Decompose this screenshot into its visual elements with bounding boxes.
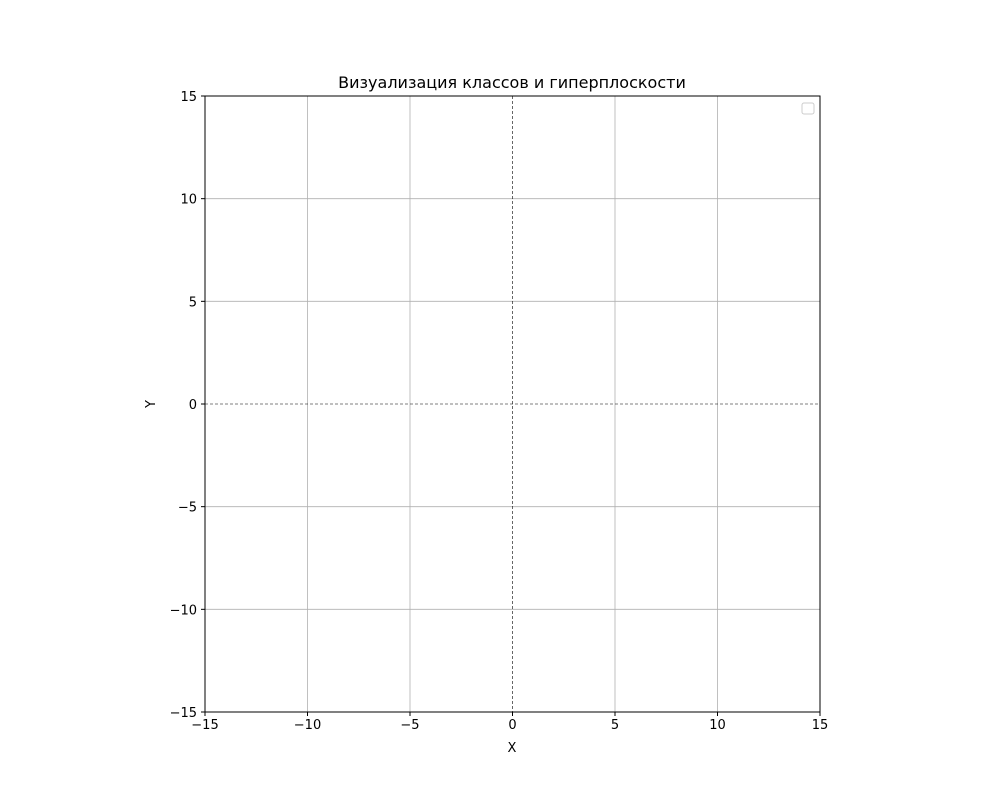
y-tick-label: −10 <box>170 603 197 618</box>
y-tick-label: 10 <box>180 193 197 208</box>
legend-box <box>801 102 815 115</box>
y-axis-label: Y <box>144 400 159 409</box>
x-tick-label: 5 <box>611 718 619 733</box>
y-tick-label: 15 <box>180 90 197 105</box>
y-tick-label: 0 <box>189 398 197 413</box>
chart-title: Визуализация классов и гиперплоскости <box>338 73 686 92</box>
x-axis-label: X <box>508 741 517 756</box>
x-tick-label: −5 <box>400 718 419 733</box>
x-tick-label: −15 <box>191 718 218 733</box>
x-ticks: −15 −10 −5 0 5 10 15 <box>191 712 828 733</box>
y-ticks: −15 −10 −5 0 5 10 15 <box>170 90 205 721</box>
x-tick-label: 10 <box>709 718 726 733</box>
y-tick-label: 5 <box>189 295 197 310</box>
x-tick-label: −10 <box>294 718 321 733</box>
x-tick-label: 0 <box>508 718 516 733</box>
y-tick-label: −15 <box>170 706 197 721</box>
y-tick-label: −5 <box>178 501 197 516</box>
x-tick-label: 15 <box>812 718 829 733</box>
zero-lines <box>205 96 820 712</box>
